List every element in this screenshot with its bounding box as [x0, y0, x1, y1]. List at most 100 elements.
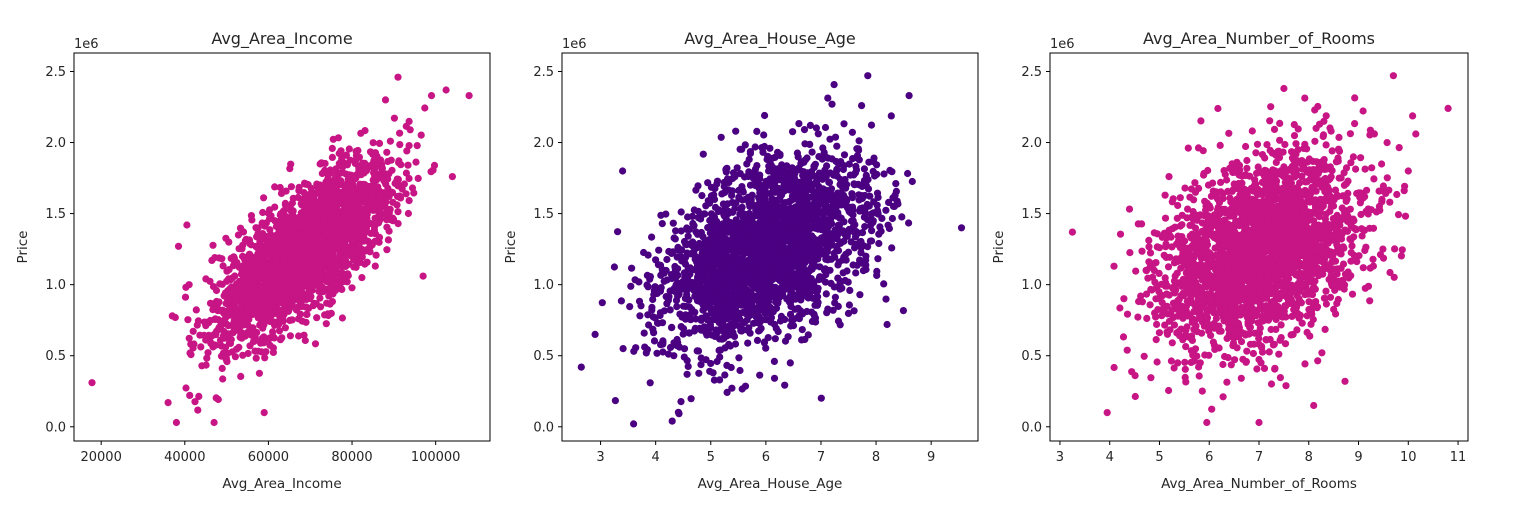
data-point	[215, 323, 223, 331]
data-point	[640, 329, 648, 337]
data-point	[823, 240, 831, 249]
data-point	[707, 359, 715, 368]
data-point	[388, 166, 396, 174]
data-point	[304, 215, 312, 223]
data-point	[357, 213, 365, 221]
data-point	[317, 303, 325, 311]
data-point	[278, 221, 286, 230]
data-point	[336, 215, 345, 223]
data-point	[238, 262, 247, 270]
data-point	[331, 263, 339, 271]
data-point	[339, 169, 347, 177]
data-point	[195, 392, 203, 400]
data-point	[636, 312, 644, 320]
data-point	[222, 299, 230, 308]
data-point	[822, 248, 830, 256]
data-point	[391, 179, 399, 187]
data-point	[787, 204, 795, 212]
data-point	[757, 302, 765, 310]
data-point	[715, 346, 723, 354]
data-point	[282, 307, 291, 315]
data-point	[210, 418, 218, 427]
data-point	[693, 347, 701, 355]
data-point	[630, 347, 638, 355]
data-point	[891, 191, 899, 199]
data-point	[448, 173, 456, 181]
data-point	[395, 157, 403, 165]
data-point	[266, 341, 274, 349]
data-point	[899, 307, 908, 315]
data-point	[846, 286, 854, 294]
data-point	[713, 233, 721, 241]
data-point	[738, 327, 746, 335]
data-point	[321, 311, 329, 319]
data-point	[731, 173, 739, 181]
x-tick-label: 40000	[164, 450, 205, 465]
data-point	[331, 286, 340, 294]
data-point	[400, 180, 408, 188]
data-point	[298, 261, 306, 269]
data-point	[361, 181, 369, 189]
data-point	[801, 140, 809, 148]
data-point	[324, 186, 333, 194]
data-point	[723, 315, 731, 323]
x-tick-label: 20000	[80, 450, 121, 465]
data-point	[680, 353, 688, 361]
data-point	[840, 151, 849, 159]
data-point	[294, 193, 302, 202]
data-point	[684, 213, 692, 221]
data-point	[686, 270, 694, 278]
data-point	[306, 294, 314, 303]
data-point	[832, 204, 840, 212]
data-point	[270, 290, 278, 298]
data-point	[683, 370, 691, 378]
data-point	[729, 208, 737, 216]
data-point	[755, 326, 764, 335]
data-point	[744, 256, 752, 265]
data-point	[235, 245, 243, 253]
data-point	[874, 255, 882, 263]
data-point	[324, 252, 332, 260]
data-point	[309, 265, 317, 273]
data-point	[410, 189, 418, 197]
data-point	[805, 224, 813, 232]
data-point	[332, 174, 340, 182]
data-point	[816, 240, 824, 248]
data-point	[711, 184, 719, 193]
data-point	[611, 397, 620, 405]
data-point	[315, 262, 323, 270]
data-point	[334, 193, 342, 201]
data-point	[251, 337, 259, 345]
data-point	[369, 206, 377, 214]
data-point	[360, 237, 368, 245]
data-point	[658, 265, 666, 274]
data-point	[260, 268, 268, 276]
data-point	[214, 395, 222, 404]
data-point	[282, 237, 290, 245]
data-point	[763, 155, 771, 163]
data-point	[793, 283, 801, 291]
data-point	[371, 262, 379, 270]
data-point	[216, 280, 224, 288]
data-point	[689, 284, 697, 292]
data-point	[887, 112, 895, 120]
data-point	[265, 335, 273, 344]
data-point	[218, 255, 226, 263]
data-point	[833, 142, 841, 150]
data-point	[614, 228, 622, 236]
data-point	[837, 158, 845, 166]
data-point	[344, 176, 352, 184]
data-point	[277, 210, 285, 218]
data-point	[796, 221, 804, 229]
data-point	[276, 336, 285, 344]
data-point	[852, 162, 860, 170]
data-point	[312, 245, 321, 253]
data-point	[375, 139, 384, 147]
data-point	[193, 321, 201, 329]
data-point	[251, 347, 259, 355]
data-point	[821, 265, 829, 273]
data-point	[361, 166, 369, 174]
data-point	[306, 245, 314, 253]
data-point	[185, 334, 193, 342]
data-point	[245, 315, 253, 323]
